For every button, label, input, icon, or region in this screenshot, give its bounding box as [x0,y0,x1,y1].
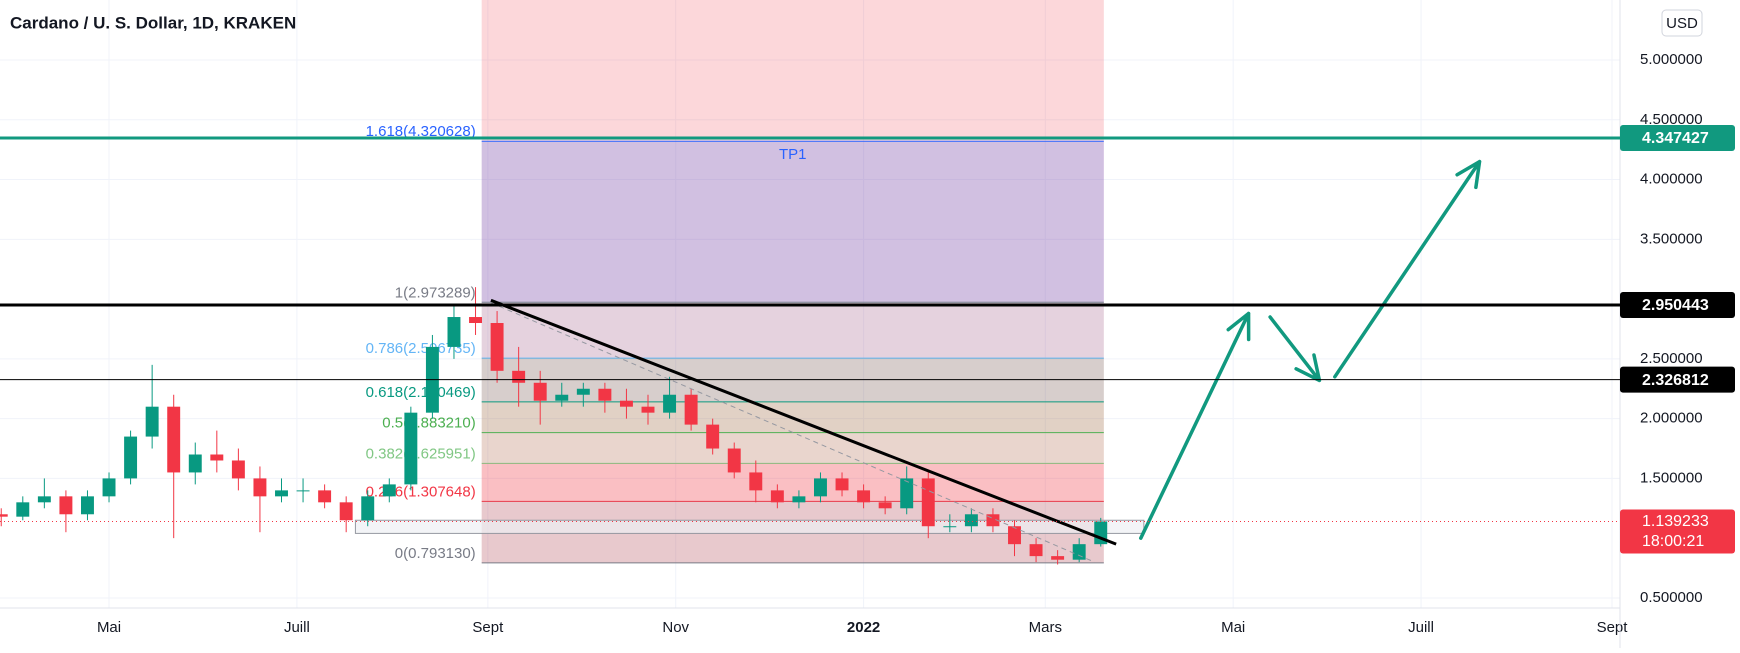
candle-body [1029,544,1043,557]
tp-label: TP1 [779,146,807,163]
fib-zone [481,463,1104,502]
candle-body [770,490,784,503]
candle-body [619,400,633,407]
fib-label: 1(2.973289) [395,284,476,301]
y-tick-label: 2.500000 [1640,350,1703,367]
candle-body [81,496,94,515]
candle-body [727,448,741,473]
y-tick-label: 4.500000 [1640,111,1703,128]
arrow [1139,311,1251,540]
candle-body [490,323,504,371]
candle-body [404,412,418,485]
candle-body [943,526,957,528]
currency-label[interactable]: USD [1666,15,1698,32]
price-box [1620,366,1735,393]
candle-body [857,490,871,503]
position-target-zone [481,141,1104,303]
candle-body [124,436,138,479]
candle-body [641,406,655,413]
x-tick-label: Mai [97,619,121,636]
price-label: 2.326812 [1642,372,1709,389]
candle-body [684,394,698,425]
candle-body [361,496,375,521]
candle-body [986,514,1000,527]
y-tick-label: 1.500000 [1640,469,1703,486]
trend-line [490,302,1095,563]
x-tick-label: 2022 [847,619,880,636]
candle-body [447,317,461,347]
candle-body [792,496,806,503]
candle-body [469,317,482,324]
candle-body [964,514,978,527]
candle-body [37,496,51,503]
countdown-label: 18:00:21 [1642,533,1704,550]
trend-line [490,298,1117,546]
x-tick-label: Mars [1029,619,1062,636]
candle-body [749,472,763,491]
zone-box [354,519,1145,534]
y-tick-label: 0.500000 [1640,589,1703,606]
candle-body [533,382,547,401]
candle-body [210,454,224,461]
fib-label: 0.236(1.307648) [366,483,476,500]
arrow [1268,315,1322,383]
candle-body [900,478,914,509]
candle-body [59,496,73,515]
candle-body [814,478,827,497]
last-price-box [1620,509,1735,554]
candle-body [16,502,30,517]
candle-body [1008,526,1021,545]
candle-body [835,478,849,491]
last-price-label: 1.139233 [1642,513,1709,530]
candle-body [1072,544,1086,560]
candle-body [382,484,396,497]
x-tick-label: Nov [662,619,689,636]
candle-body [663,394,677,413]
x-tick-label: Sept [1597,619,1629,636]
candle-body [706,424,720,449]
fib-label: 0(0.793130) [395,545,476,562]
candle-body [102,478,116,497]
candle-body [296,490,310,492]
price-box [1620,125,1735,152]
x-tick-label: Juill [1408,619,1434,636]
y-tick-label: 4.000000 [1640,171,1703,188]
fib-label: 1.618(4.320628) [366,123,476,140]
x-tick-label: Juill [284,619,310,636]
candle-body [1051,556,1065,560]
fib-zone [481,302,1104,359]
candle-body [145,406,159,437]
fib-label: 0.5(1.883210) [382,415,475,432]
candle-body [231,460,245,479]
candle-body [339,502,353,521]
x-tick-label: Sept [472,619,504,636]
y-tick-label: 5.000000 [1640,51,1703,68]
candle-body [253,478,267,497]
x-tick-label: Mai [1221,619,1245,636]
price-label: 4.347427 [1642,130,1709,147]
candle-body [0,514,8,517]
fib-zone [481,432,1104,464]
position-stop-zone [481,0,1104,563]
candle-body [512,370,526,383]
candle-body [555,394,569,401]
candle-body [167,406,181,473]
candle-body [576,388,590,395]
fib-label: 0.618(2.140469) [366,384,476,401]
chart-title: Cardano / U. S. Dollar, 1D, KRAKEN [10,13,296,32]
currency-button[interactable] [1661,9,1703,37]
y-tick-label: 2.000000 [1640,410,1703,427]
y-tick-label: 3.500000 [1640,230,1703,247]
candle-body [318,490,332,503]
price-label: 2.950443 [1642,297,1709,314]
arrow [1333,159,1482,379]
candle-body [878,502,892,509]
fib-label: 0.382(1.625951) [366,445,476,462]
candle-body [921,478,935,527]
candle-body [188,454,202,473]
candle-body [275,490,288,497]
candle-body [598,388,612,401]
price-box [1620,292,1735,319]
